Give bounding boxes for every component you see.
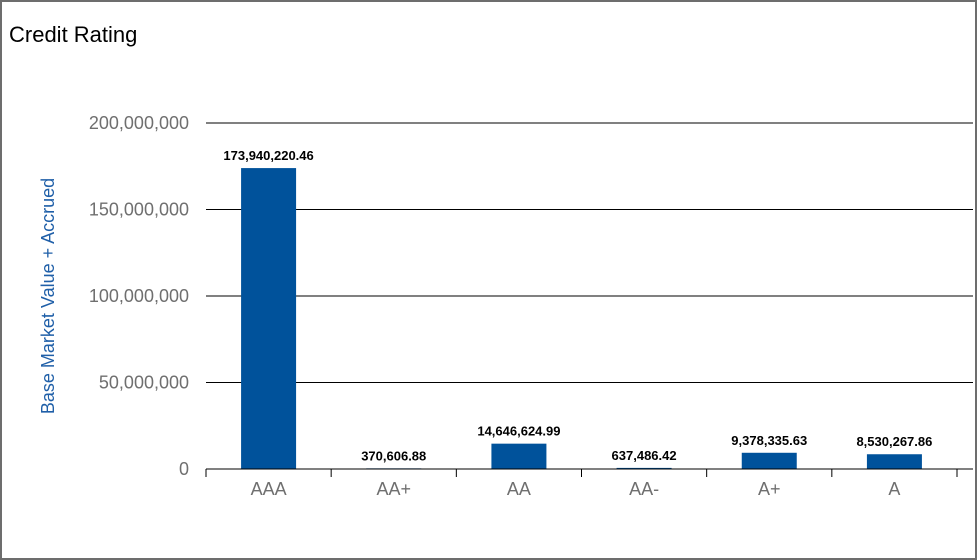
chart-title: Credit Rating xyxy=(9,22,138,47)
data-label: 370,606.88 xyxy=(361,448,426,463)
x-tick-label: AA- xyxy=(629,479,659,499)
x-tick-label: AAA xyxy=(251,479,287,499)
y-axis-ticks: 0 50,000,000 100,000,000 150,000,000 200,000… xyxy=(89,113,189,479)
y-tick-label: 150,000,000 xyxy=(89,200,189,220)
x-axis: AAA AA+ AA AA- A+ A xyxy=(205,468,973,499)
data-label: 637,486.42 xyxy=(612,448,677,463)
y-tick-label: 50,000,000 xyxy=(99,373,189,393)
y-tick-label: 200,000,000 xyxy=(89,113,189,133)
x-tick-label: AA xyxy=(507,479,531,499)
data-label: 173,940,220.46 xyxy=(223,148,313,163)
y-tick-label: 0 xyxy=(179,459,189,479)
bar xyxy=(241,168,297,469)
y-tick-label: 100,000,000 xyxy=(89,286,189,306)
bar xyxy=(741,452,797,469)
y-axis-label: Base Market Value + Accrued xyxy=(38,178,58,414)
bars xyxy=(241,168,922,469)
x-tick-label: A+ xyxy=(758,479,781,499)
x-tick-label: A xyxy=(888,479,900,499)
data-label: 8,530,267.86 xyxy=(856,434,932,449)
bar xyxy=(491,443,547,469)
data-label: 14,646,624.99 xyxy=(477,424,560,439)
gridlines xyxy=(206,122,973,383)
x-tick-label: AA+ xyxy=(376,479,411,499)
data-labels: 173,940,220.46 370,606.88 14,646,624.99 637… xyxy=(223,148,932,463)
bar xyxy=(616,467,672,469)
bar xyxy=(866,454,922,469)
data-label: 9,378,335.63 xyxy=(731,433,807,448)
